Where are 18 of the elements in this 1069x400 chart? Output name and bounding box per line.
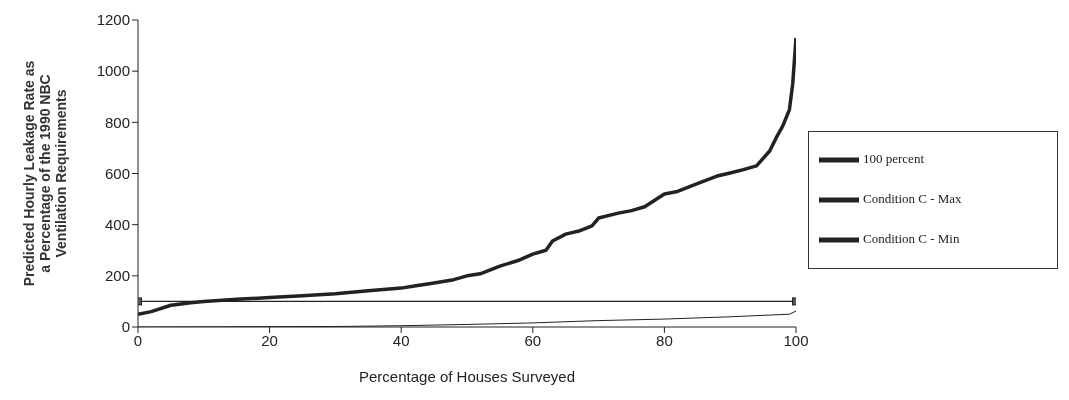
x-tick-label: 20: [261, 331, 278, 349]
y-tick-label: 400: [104, 215, 130, 233]
x-tick-label: 60: [524, 331, 542, 349]
legend-label: Condition C - Min: [863, 230, 960, 246]
y-tick-label: 1000: [96, 62, 130, 80]
x-tick-label: 80: [656, 331, 673, 349]
y-tick-label: 600: [104, 164, 130, 182]
legend-label: Condition C - Max: [863, 190, 962, 206]
y-tick-label: 1200: [96, 11, 130, 29]
legend-label: 100 percent: [863, 150, 925, 166]
y-tick-label: 0: [121, 318, 130, 336]
x-axis-title: Percentage of Houses Surveyed: [359, 368, 575, 385]
x-tick-label: 40: [392, 331, 410, 349]
y-tick-label: 800: [104, 113, 130, 131]
y-axis-title: Predicted Hourly Leakage Rate as a Percentage of the 1990 NBC Ventilation Requirements: [21, 60, 69, 287]
y-tick-label: 200: [104, 267, 130, 285]
x-tick-label: 0: [133, 331, 143, 349]
x-tick-label: 100: [783, 331, 809, 349]
